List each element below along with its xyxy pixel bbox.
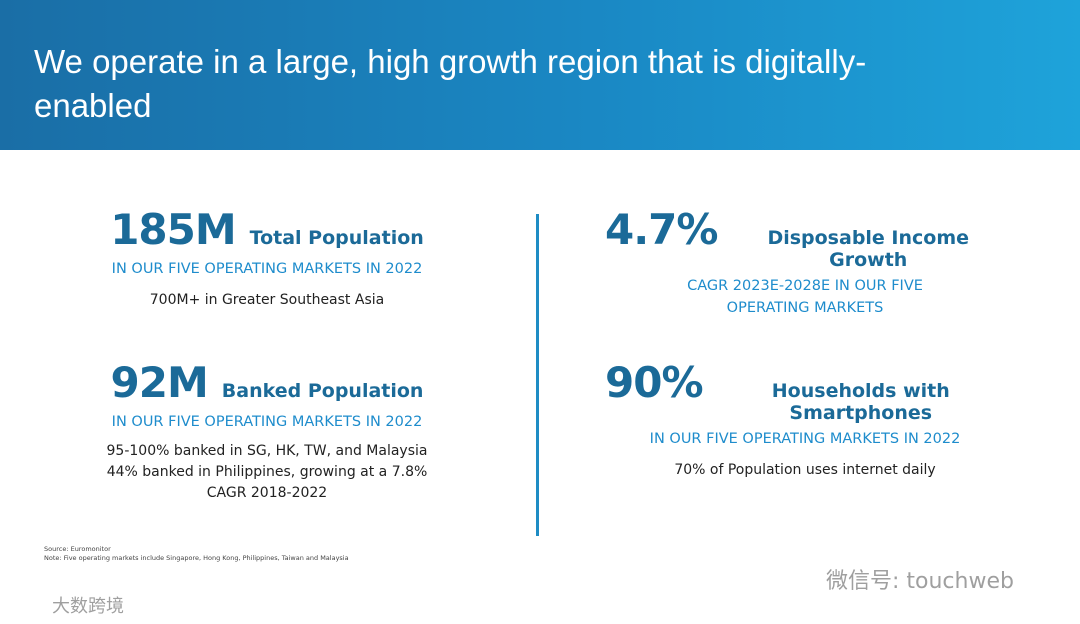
stat-block: 92M Banked Population IN OUR FIVE OPERATI…	[67, 358, 467, 504]
stat-number: 92M	[110, 358, 209, 407]
header-band: We operate in a large, high growth regio…	[0, 0, 1080, 150]
note-line: CAGR 2018-2022	[206, 485, 328, 501]
stat-note: 700M+ in Greater Southeast Asia	[149, 292, 385, 308]
stat-label: Disposable Income Growth	[767, 227, 970, 271]
stat-note: 95-100% banked in SG, HK, TW, and Malays…	[67, 441, 467, 504]
stat-number: 90%	[605, 358, 704, 407]
stat-label: Banked Population	[221, 380, 424, 402]
stat-subtitle: CAGR 2023E-2028E IN OUR FIVE OPERATING M…	[605, 275, 1005, 319]
watermark: 大数跨境	[52, 596, 124, 617]
note-line: 95-100% banked in SG, HK, TW, and Malays…	[106, 443, 428, 459]
stat-subtitle: IN OUR FIVE OPERATING MARKETS IN 2022	[649, 431, 961, 447]
source: Source: Euromonitor	[44, 545, 111, 553]
slide-title: We operate in a large, high growth regio…	[34, 43, 867, 124]
note-line: 44% banked in Philippines, growing at a …	[106, 464, 428, 480]
stat-subtitle: IN OUR FIVE OPERATING MARKETS IN 2022	[111, 261, 423, 277]
stat-subtitle: IN OUR FIVE OPERATING MARKETS IN 2022	[111, 414, 423, 430]
stat-label: Households with Smartphones	[771, 380, 950, 424]
stat-label: Total Population	[249, 227, 424, 249]
stat-block: 90% Households with Smartphones IN OUR FI…	[605, 358, 1005, 481]
note: Note: Five operating markets include Sin…	[44, 554, 349, 562]
stat-number: 4.7%	[605, 205, 718, 254]
stat-note: 70% of Population uses internet daily	[674, 462, 936, 478]
stat-block: 4.7% Disposable Income Growth CAGR 2023E-…	[605, 205, 1005, 319]
stat-block: 185M Total Population IN OUR FIVE OPERATI…	[67, 205, 467, 311]
footnote: Source: Euromonitor Note: Five operating…	[44, 545, 349, 563]
stat-number: 185M	[110, 205, 236, 254]
subtitle-line: OPERATING MARKETS	[726, 300, 884, 316]
divider	[536, 214, 539, 536]
watermark: 微信号: touchweb	[826, 569, 1014, 594]
subtitle-line: CAGR 2023E-2028E IN OUR FIVE	[687, 278, 923, 294]
